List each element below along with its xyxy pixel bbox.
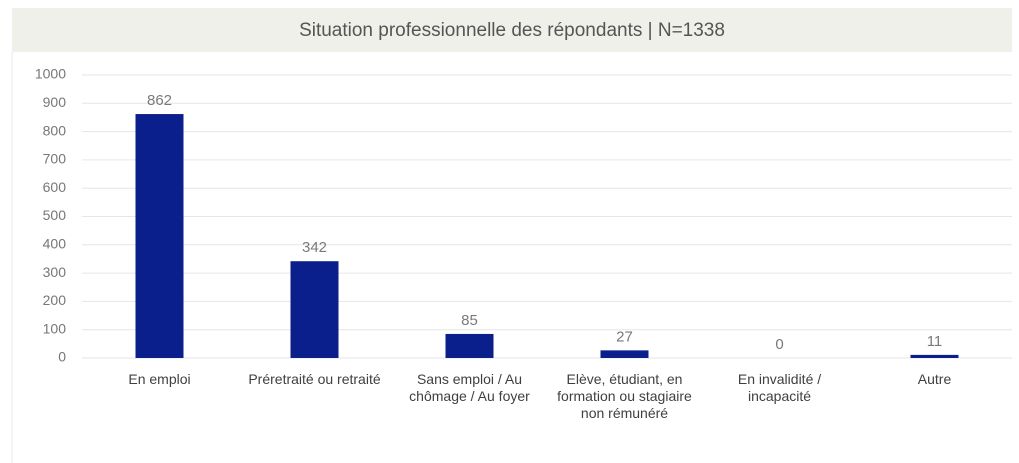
x-tick-label: Sans emploi / Au chômage / Au foyer [409,371,530,404]
y-tick-label: 400 [43,236,67,252]
y-tick-label: 900 [43,94,67,110]
chart-title: Situation professionnelle des répondants… [299,20,725,41]
bar [135,114,184,358]
y-tick-label: 700 [43,151,67,167]
data-label: 342 [302,239,327,256]
bar [600,350,649,358]
y-tick-label: 100 [43,320,67,336]
data-label: 85 [461,312,478,329]
x-tick-label: En invalidité / incapacité [737,371,822,404]
x-tick-label: En emploi [128,371,191,387]
bar [910,354,959,358]
y-tick-label: 200 [43,292,67,308]
bar [290,261,339,358]
y-tick-label: 500 [43,207,67,223]
x-tick-label: Préretraité ou retraité [248,371,381,387]
y-tick-label: 0 [58,349,66,365]
data-label: 0 [775,336,783,353]
y-tick-label: 600 [43,179,67,195]
y-tick-label: 800 [43,122,67,138]
y-tick-label: 1000 [35,66,66,82]
title-band [12,8,1012,52]
x-tick-label: Elève, étudiant, en formation ou stagiai… [557,371,692,421]
bar [445,333,494,358]
data-label: 11 [927,333,943,350]
x-tick-label: Autre [917,371,952,387]
data-label: 862 [147,92,172,109]
y-tick-label: 300 [43,264,67,280]
data-label: 27 [616,328,633,345]
